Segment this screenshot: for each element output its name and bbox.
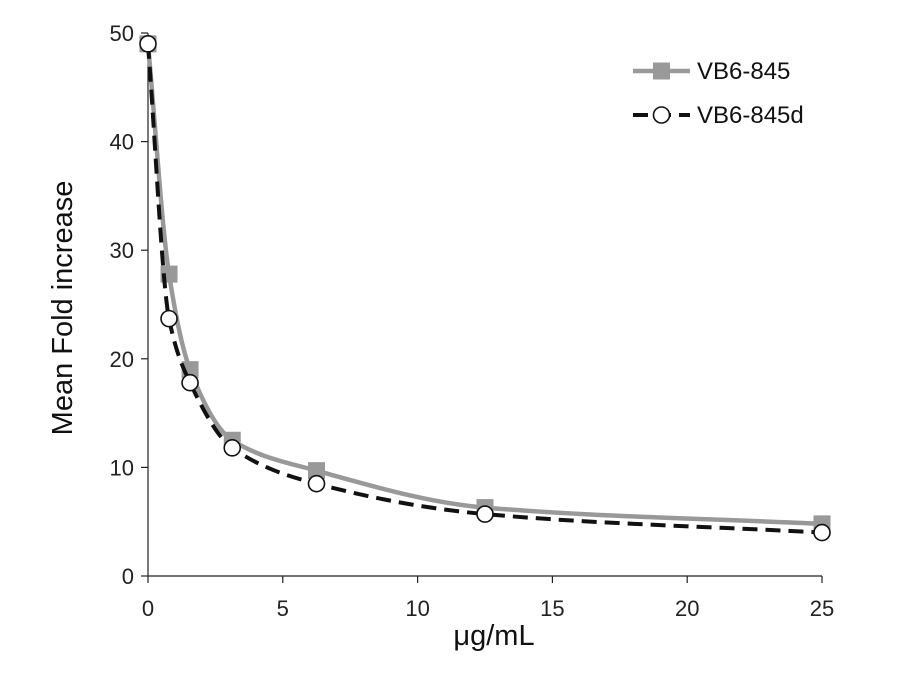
series-line-vb6-845d [146,43,823,535]
legend-label-vb6-845: VB6-845 [697,58,790,85]
y-tick-label: 50 [110,21,134,46]
series-vb6-845d [139,35,831,542]
data-point-vb6-845d [476,505,494,523]
y-tick-label: 40 [110,130,134,155]
y-tick-label: 0 [122,564,134,589]
axes: 0 10 20 30 40 50 0 5 10 15 20 25 [110,21,835,621]
x-tick-label: 20 [675,596,699,621]
data-point-vb6-845d [307,474,326,493]
x-tick-label: 5 [277,596,289,621]
data-point-vb6-845 [308,462,325,480]
x-axis-title: μg/mL [453,620,534,652]
x-tick-label: 15 [540,596,564,621]
data-point-vb6-845d [139,35,157,53]
x-tick-label: 0 [142,596,154,621]
legend-marker-vb6-845 [653,62,670,80]
x-tick-label: 25 [810,596,834,621]
y-tick-label: 20 [110,347,134,372]
data-point-vb6-845d [181,373,199,392]
legend-marker-vb6-845d [652,106,671,124]
series-line-vb6-845 [145,43,823,527]
legend-label-vb6-845d: VB6-845d [697,102,804,129]
data-point-vb6-845d [813,523,831,542]
legend: VB6-845 VB6-845d [633,58,804,129]
y-axis-title: Mean Fold increase [47,181,79,436]
y-tick-label: 10 [110,455,134,480]
data-point-vb6-845d [160,309,178,328]
x-tick-label: 10 [405,596,429,621]
series-layer [139,35,831,542]
data-point-vb6-845d [223,439,242,457]
y-tick-label: 30 [110,238,134,263]
